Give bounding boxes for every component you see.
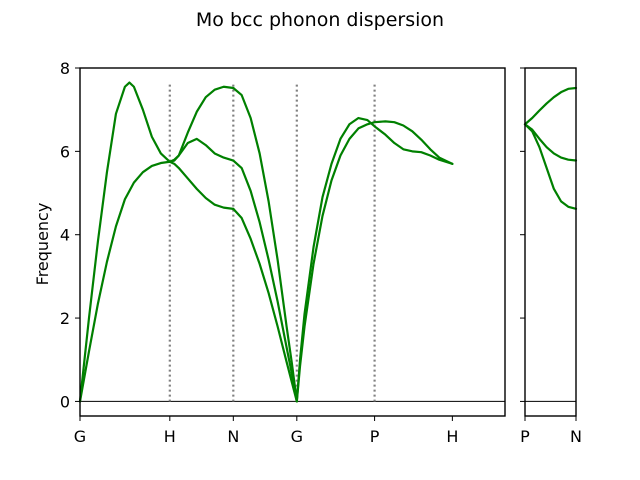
main-axes-frame <box>79 67 506 417</box>
inset-branch-1 <box>523 123 578 162</box>
x-tick-label-g: G <box>74 427 86 446</box>
y-tick-label: 2 <box>60 309 70 328</box>
x-tick-label-g: G <box>291 427 303 446</box>
y-tick-label: 6 <box>60 142 70 161</box>
main-branch-4 <box>168 160 235 210</box>
chart-title: Mo bcc phonon dispersion <box>196 9 444 31</box>
inset-branch-0 <box>523 86 578 126</box>
inset-branch-2 <box>523 123 578 210</box>
inset-axes-frame <box>524 67 577 417</box>
main-branch-2 <box>168 85 235 163</box>
main-branch-1 <box>78 160 171 403</box>
main-branch-9 <box>295 120 454 403</box>
x-tick-label-p: P <box>520 427 530 446</box>
main-branch-0 <box>78 81 171 403</box>
main-branch-6 <box>232 159 298 403</box>
x-tick-label-n: N <box>570 427 582 446</box>
main-panel: G H N G P H 0 2 4 6 8 <box>60 59 506 446</box>
main-branch-7 <box>232 207 298 403</box>
x-tick-label-n: N <box>227 427 239 446</box>
y-axis-label: Frequency <box>33 203 52 286</box>
y-tick-label: 8 <box>60 59 70 78</box>
x-tick-label-h: H <box>446 427 458 446</box>
main-branch-3 <box>168 137 235 163</box>
main-branch-5 <box>232 86 298 403</box>
main-branch-8 <box>295 116 454 403</box>
y-tick-label: 4 <box>60 226 70 245</box>
x-tick-label-h: H <box>164 427 176 446</box>
y-tick-label: 0 <box>60 392 70 411</box>
x-tick-label-p: P <box>370 427 380 446</box>
